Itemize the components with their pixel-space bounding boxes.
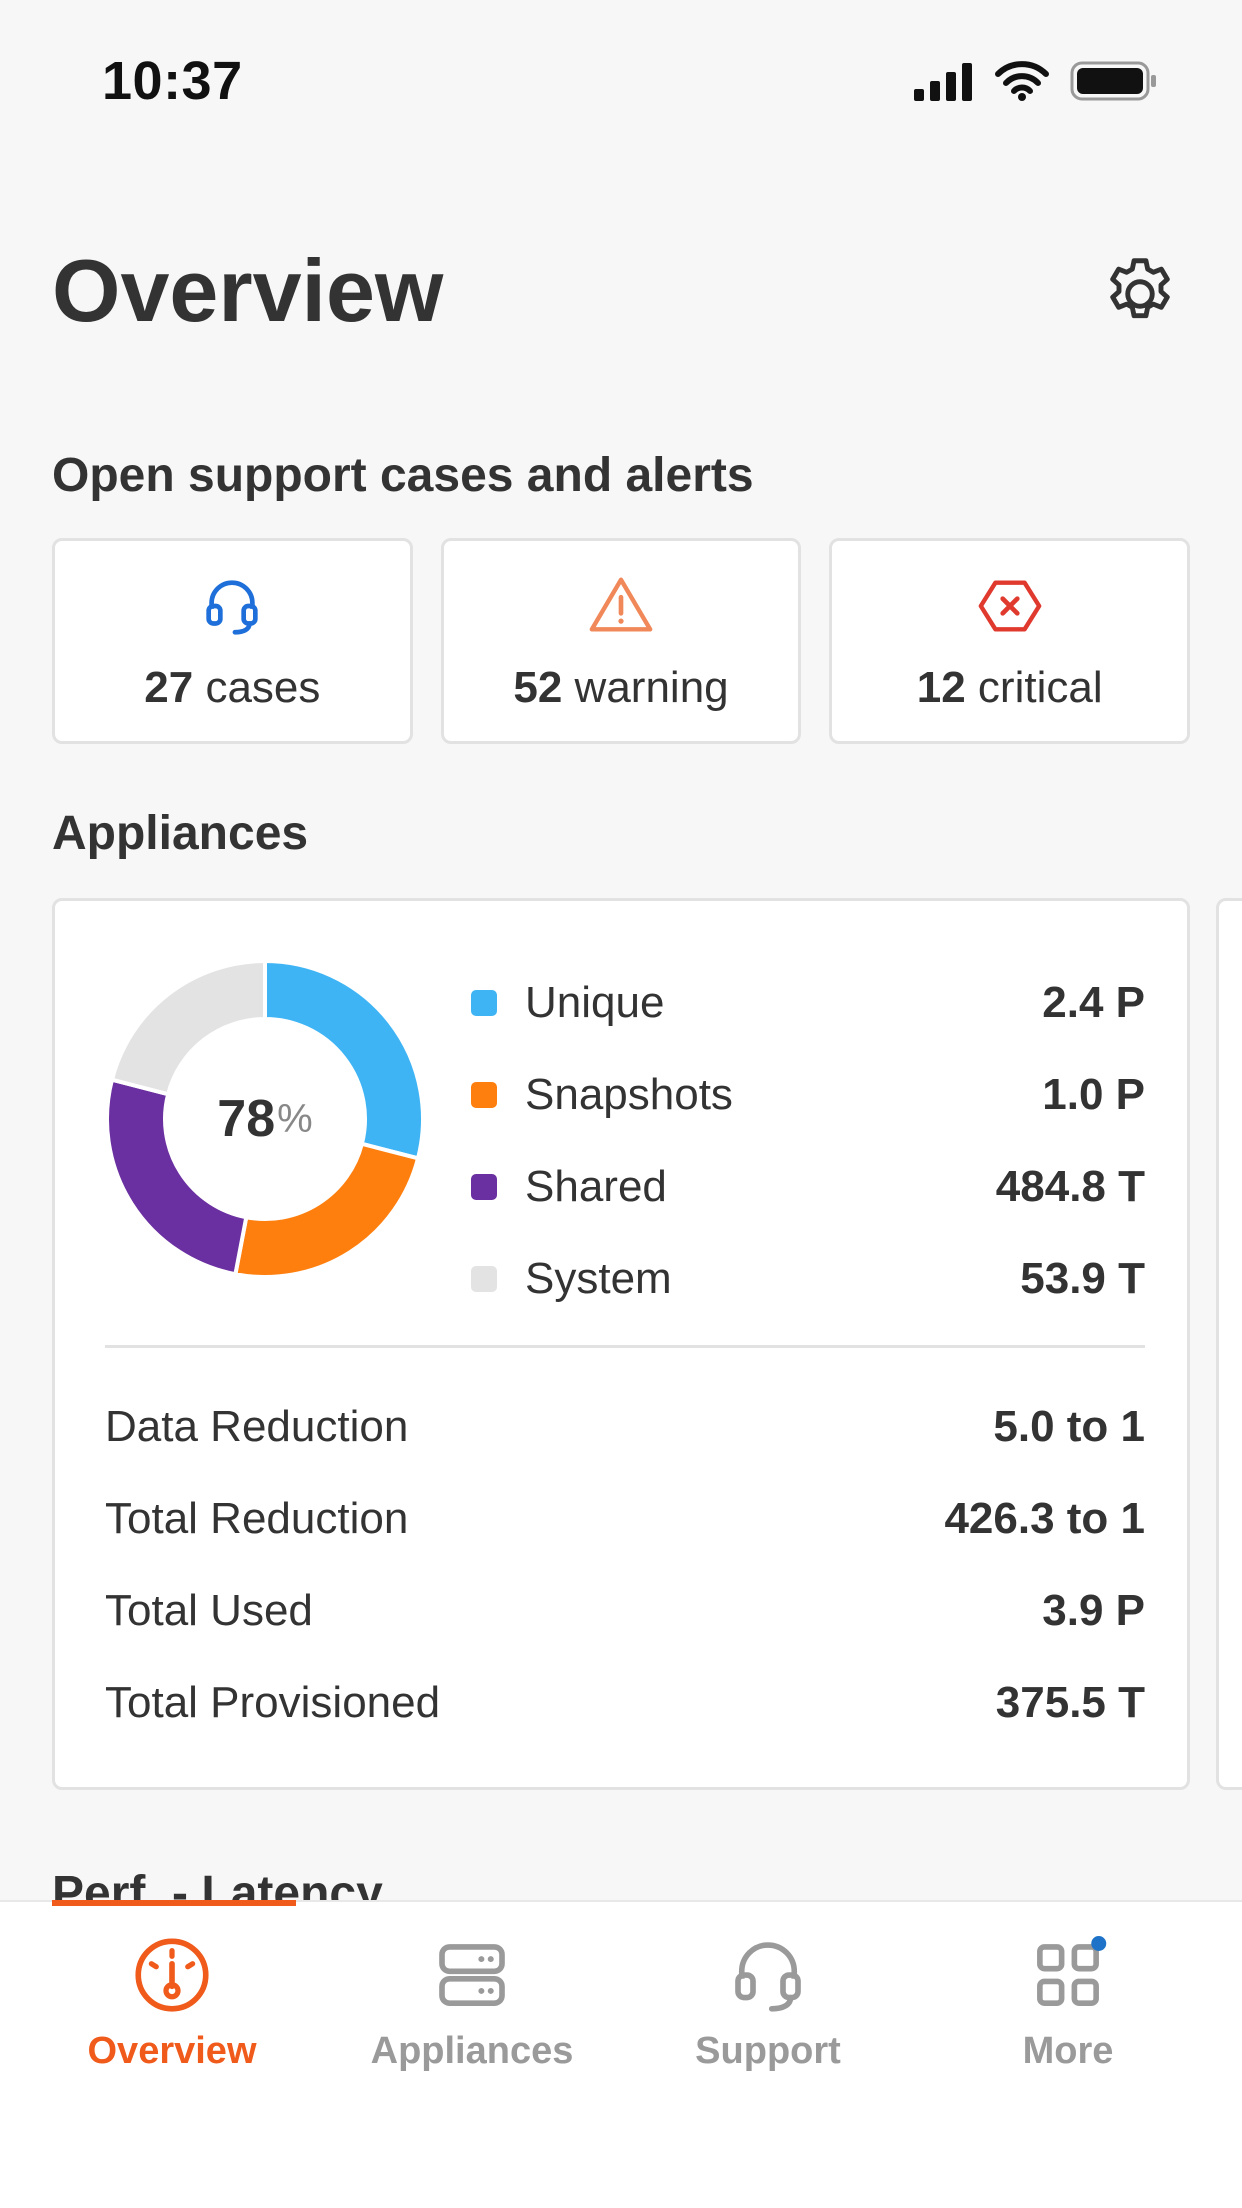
stat-row-total-used: Total Used 3.9 P [105, 1565, 1145, 1657]
stat-row-total-provisioned: Total Provisioned 375.5 T [105, 1657, 1145, 1749]
settings-button[interactable] [1098, 252, 1182, 336]
capacity-legend: Unique 2.4 P Snapshots 1.0 P Shared 484.… [471, 957, 1145, 1325]
critical-label: critical [977, 663, 1103, 712]
legend-label: System [525, 1254, 672, 1303]
donut-value: 78 [217, 1090, 276, 1148]
warning-triangle-icon [589, 577, 653, 632]
tab-more[interactable]: More [918, 1930, 1218, 2073]
legend-label: Unique [525, 978, 665, 1027]
cases-card[interactable]: 27 cases [52, 538, 413, 744]
critical-count: 12 [916, 663, 966, 712]
legend-item-unique: Unique 2.4 P [471, 957, 1145, 1049]
legend-label: Snapshots [525, 1070, 733, 1119]
wifi-icon [995, 61, 1049, 101]
legend-value: 2.4 P [1042, 978, 1145, 1027]
tab-support[interactable]: Support [618, 1930, 918, 2073]
page-title: Overview [52, 241, 444, 340]
warning-card[interactable]: 52 warning [440, 538, 802, 744]
status-time: 10:37 [102, 51, 243, 111]
alerts-row: 27 cases 52 warning 12 critical [52, 538, 1191, 744]
perf-latency-section-title: Perf. - Latency [52, 1867, 383, 1900]
critical-card[interactable]: 12 critical [829, 538, 1191, 744]
active-tab-indicator [52, 1900, 296, 1906]
tab-overview[interactable]: Overview [22, 1930, 322, 2073]
stat-label: Total Used [105, 1586, 313, 1635]
legend-swatch [471, 1082, 497, 1108]
stat-value: 426.3 to 1 [944, 1494, 1145, 1543]
stat-label: Total Provisioned [105, 1678, 441, 1727]
legend-item-system: System 53.9 T [471, 1233, 1145, 1325]
donut-center: 78 % [103, 957, 427, 1281]
status-icons [914, 60, 1158, 102]
warning-count: 52 [513, 663, 563, 712]
card-divider [105, 1345, 1145, 1348]
donut-slice-system [109, 958, 267, 1097]
bottom-tab-bar [0, 1900, 1242, 2208]
tab-label: Overview [87, 2030, 257, 2072]
donut-unit: % [277, 1096, 313, 1141]
legend-swatch [471, 990, 497, 1016]
notification-badge [1091, 1936, 1107, 1951]
donut-slice-unique [263, 958, 425, 1161]
tab-label: More [1022, 2030, 1114, 2072]
server-icon [439, 1944, 505, 2006]
next-appliance-card-peek[interactable] [1216, 898, 1242, 1790]
capacity-donut-chart [105, 958, 425, 1279]
donut-slice-shared [105, 1077, 249, 1277]
legend-item-shared: Shared 484.8 T [471, 1141, 1145, 1233]
cellular-signal-icon [914, 63, 972, 101]
stat-value: 375.5 T [995, 1678, 1145, 1727]
stat-row-total-reduction: Total Reduction 426.3 to 1 [105, 1473, 1145, 1565]
appliances-section-title: Appliances [52, 807, 309, 860]
headset-icon [735, 1942, 801, 2012]
warning-label: warning [574, 663, 729, 712]
stat-value: 5.0 to 1 [993, 1402, 1145, 1451]
cases-count: 27 [144, 663, 194, 712]
headset-icon [206, 580, 258, 635]
critical-octagon-icon [978, 580, 1042, 632]
tab-label: Support [695, 2030, 841, 2072]
legend-value: 1.0 P [1042, 1070, 1145, 1119]
reduction-stats: Data Reduction 5.0 to 1 Total Reduction … [105, 1381, 1145, 1749]
alerts-section-title: Open support cases and alerts [52, 449, 754, 502]
legend-item-snapshots: Snapshots 1.0 P [471, 1049, 1145, 1141]
stat-row-data-reduction: Data Reduction 5.0 to 1 [105, 1381, 1145, 1473]
status-bar: 10:37 [0, 0, 1242, 140]
stat-label: Data Reduction [105, 1402, 409, 1451]
gauge-icon [135, 1938, 209, 2012]
legend-label: Shared [525, 1162, 667, 1211]
grid-icon [1037, 1936, 1107, 2006]
legend-swatch [471, 1266, 497, 1292]
tab-label: Appliances [370, 2030, 574, 2072]
legend-value: 484.8 T [995, 1162, 1145, 1211]
appliance-capacity-card[interactable]: 78 % Unique 2.4 P Snapshots 1.0 P Shared… [52, 898, 1190, 1790]
gear-icon [1110, 258, 1170, 319]
legend-swatch [471, 1174, 497, 1200]
battery-icon [1070, 61, 1156, 101]
tab-appliances[interactable]: Appliances [322, 1930, 622, 2073]
legend-value: 53.9 T [1020, 1254, 1145, 1303]
cases-label: cases [205, 663, 321, 712]
stat-value: 3.9 P [1042, 1586, 1145, 1635]
stat-label: Total Reduction [105, 1494, 409, 1543]
